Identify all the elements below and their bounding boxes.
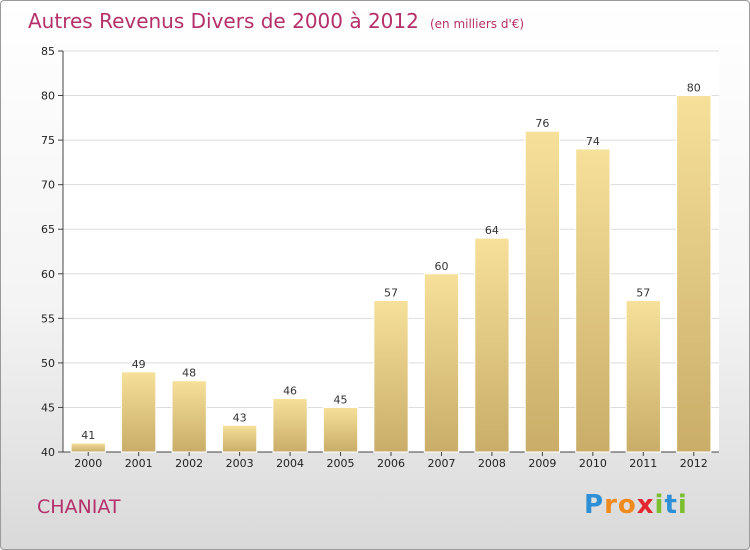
- y-tick-label: 60: [41, 268, 55, 281]
- bar: [221, 424, 258, 453]
- logo-letter: P: [584, 490, 605, 520]
- x-tick-label: 2007: [427, 457, 455, 470]
- bar: [676, 95, 712, 453]
- bar: [171, 380, 207, 453]
- commune-name: CHANIAT: [37, 496, 121, 518]
- chart-subtitle: (en milliers d'€): [429, 17, 525, 31]
- x-tick-label: 2004: [276, 457, 304, 470]
- y-tick-label: 80: [41, 90, 55, 103]
- logo-letter: t: [664, 490, 678, 520]
- data-label: 60: [434, 260, 448, 273]
- title-row: Autres Revenus Divers de 2000 à 2012 (en…: [28, 9, 524, 33]
- y-tick-label: 45: [41, 401, 55, 414]
- x-tick-label: 2010: [579, 457, 607, 470]
- y-tick-label: 40: [41, 446, 55, 459]
- data-label: 64: [485, 224, 499, 237]
- x-tick-label: 2009: [528, 457, 556, 470]
- bar: [474, 237, 510, 453]
- logo-letter: o: [617, 490, 637, 520]
- x-tick-label: 2006: [377, 457, 405, 470]
- x-tick-label: 2002: [175, 457, 203, 470]
- y-tick-label: 70: [41, 179, 55, 192]
- chart-title: Autres Revenus Divers de 2000 à 2012: [28, 9, 419, 33]
- data-label: 49: [132, 358, 146, 371]
- data-label: 57: [636, 287, 650, 300]
- data-label: 80: [687, 82, 701, 95]
- data-label: 41: [81, 429, 95, 442]
- x-tick-label: 2005: [327, 457, 355, 470]
- bar: [524, 130, 561, 453]
- x-tick-label: 2001: [125, 457, 153, 470]
- data-label: 43: [233, 411, 247, 424]
- x-tick-label: 2008: [478, 457, 506, 470]
- x-tick-label: 2012: [680, 457, 708, 470]
- logo-letter: x: [636, 490, 655, 520]
- bar: [272, 398, 308, 453]
- x-tick-label: 2000: [74, 457, 102, 470]
- logo-letter: r: [604, 490, 618, 520]
- bar: [322, 406, 359, 453]
- bar: [373, 300, 409, 453]
- x-tick-label: 2003: [226, 457, 254, 470]
- bar: [121, 371, 157, 453]
- x-tick-label: 2011: [629, 457, 657, 470]
- data-label: 76: [535, 117, 549, 130]
- y-tick-label: 65: [41, 223, 55, 236]
- logo-letter: i: [677, 490, 688, 520]
- y-tick-label: 55: [41, 312, 55, 325]
- data-label: 45: [334, 393, 348, 406]
- data-label: 57: [384, 287, 398, 300]
- bar: [423, 273, 460, 453]
- bar: [575, 148, 611, 453]
- data-label: 74: [586, 135, 600, 148]
- data-label: 48: [182, 367, 196, 380]
- y-tick-label: 75: [41, 134, 55, 147]
- bar: [70, 442, 106, 453]
- y-tick-label: 50: [41, 357, 55, 370]
- proxiti-logo[interactable]: Proxiti: [584, 490, 688, 520]
- logo-letter: i: [654, 490, 665, 520]
- bar: [625, 300, 661, 453]
- y-tick-label: 85: [41, 45, 55, 58]
- data-label: 46: [283, 385, 297, 398]
